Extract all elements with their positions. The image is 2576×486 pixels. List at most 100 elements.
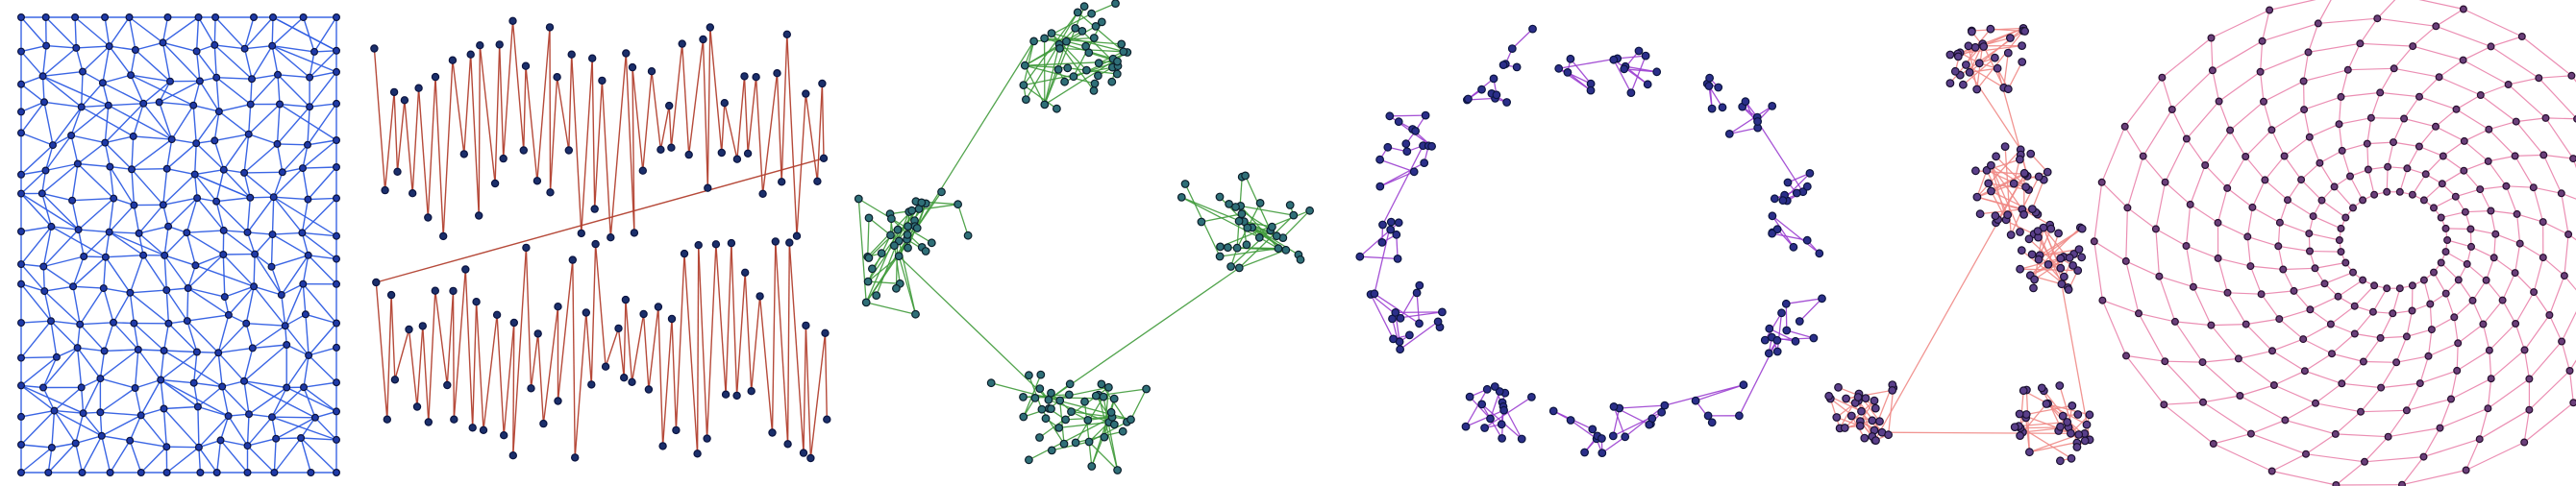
- graph-edge: [2377, 17, 2437, 27]
- graph-node: [272, 434, 281, 443]
- graph-node: [2055, 456, 2065, 466]
- graph-edge: [706, 27, 711, 188]
- graph-node: [1512, 62, 1522, 72]
- graph-edge: [2489, 323, 2516, 352]
- graph-edge: [390, 295, 396, 380]
- graph-node: [2297, 176, 2306, 184]
- graph-node: [2019, 168, 2029, 178]
- graph-edge: [1613, 406, 1626, 438]
- graph-node: [1498, 434, 1506, 443]
- graph-node: [912, 224, 922, 232]
- graph-edge: [668, 106, 673, 148]
- graph-edge: [1399, 321, 1439, 351]
- graph-edge: [2093, 240, 2127, 262]
- graph-edge: [108, 103, 144, 107]
- zigzag-tour-edges: [373, 20, 828, 459]
- graph-edge: [186, 287, 189, 322]
- graph-node: [1768, 211, 1777, 221]
- graph-node: [47, 222, 56, 231]
- graph-node: [192, 47, 201, 56]
- graph-edge: [42, 75, 83, 108]
- graph-edge: [109, 205, 135, 233]
- graph-node: [2335, 120, 2343, 129]
- graph-node: [77, 383, 86, 392]
- graph-node: [2564, 231, 2573, 239]
- graph-node: [17, 353, 26, 362]
- graph-node: [2427, 326, 2436, 334]
- graph-edge: [1771, 215, 1821, 255]
- graph-node: [1853, 393, 1863, 401]
- graph-edge: [135, 49, 171, 83]
- graph-node: [128, 165, 136, 174]
- graph-node: [1097, 17, 1106, 27]
- graph-node: [307, 469, 315, 477]
- graph-node: [1490, 382, 1499, 391]
- graph-node: [304, 251, 312, 259]
- graph-edge: [1023, 394, 1070, 399]
- graph-node: [2246, 429, 2255, 438]
- graph-edge: [20, 193, 52, 228]
- graph-edge: [2247, 235, 2279, 247]
- graph-edge: [1048, 267, 1240, 401]
- graph-node: [101, 138, 110, 147]
- graph-edge: [1075, 430, 1124, 444]
- graph-node: [2476, 185, 2485, 194]
- graph-edge: [131, 138, 173, 170]
- graph-node: [863, 277, 873, 286]
- graph-edge: [2262, 10, 2270, 41]
- graph-node: [1437, 307, 1447, 317]
- graph-edge: [248, 413, 273, 418]
- graph-edge: [594, 244, 607, 367]
- graph-node: [2530, 288, 2539, 297]
- graph-node: [2520, 346, 2529, 354]
- graph-node: [1087, 9, 1096, 18]
- graph-node: [2063, 418, 2072, 426]
- graph-node: [499, 154, 508, 163]
- graph-edge: [2240, 384, 2275, 397]
- graph-edge: [75, 443, 84, 474]
- graph-edge: [137, 349, 161, 380]
- graph-node: [276, 100, 285, 109]
- graph-edge: [195, 142, 225, 171]
- graph-edge: [898, 255, 1050, 401]
- graph-node: [2223, 183, 2232, 192]
- graph-node: [2436, 424, 2444, 432]
- graph-node: [2383, 284, 2391, 293]
- graph-node: [854, 194, 863, 204]
- graph-edge: [42, 265, 74, 287]
- graph-node: [214, 108, 223, 116]
- graph-edge: [213, 44, 217, 78]
- graph-edge: [186, 320, 198, 352]
- graph-node: [2520, 438, 2529, 447]
- graph-edge: [2226, 156, 2246, 189]
- graph-node: [2300, 367, 2309, 376]
- graph-node: [2161, 178, 2169, 186]
- graph-edge: [302, 255, 310, 284]
- graph-edge: [675, 254, 685, 430]
- graph-edge: [1282, 209, 1311, 239]
- graph-node: [245, 410, 254, 419]
- graph-node: [1499, 405, 1508, 415]
- graph-node: [1285, 201, 1295, 209]
- graph-node: [1861, 394, 1870, 403]
- graph-node: [2026, 149, 2036, 158]
- graph-edge: [2412, 25, 2437, 47]
- graph-edge: [195, 254, 224, 266]
- graph-node: [2439, 152, 2447, 160]
- graph-node: [2330, 182, 2339, 191]
- graph-edge: [20, 447, 53, 474]
- graph-edge: [301, 231, 337, 260]
- graph-node: [194, 13, 203, 22]
- radial-web-nodes: [2090, 5, 2576, 486]
- graph-edge: [1786, 298, 1822, 304]
- graph-edge: [2161, 77, 2173, 110]
- graph-edge: [195, 16, 200, 52]
- graph-node: [2331, 429, 2340, 438]
- graph-node: [135, 229, 143, 237]
- graph-edge: [2523, 409, 2530, 443]
- graph-edge: [275, 417, 316, 440]
- graph-edge: [197, 406, 200, 448]
- graph-edge: [2174, 321, 2212, 327]
- graph-node: [890, 241, 899, 251]
- graph-node: [1383, 142, 1393, 152]
